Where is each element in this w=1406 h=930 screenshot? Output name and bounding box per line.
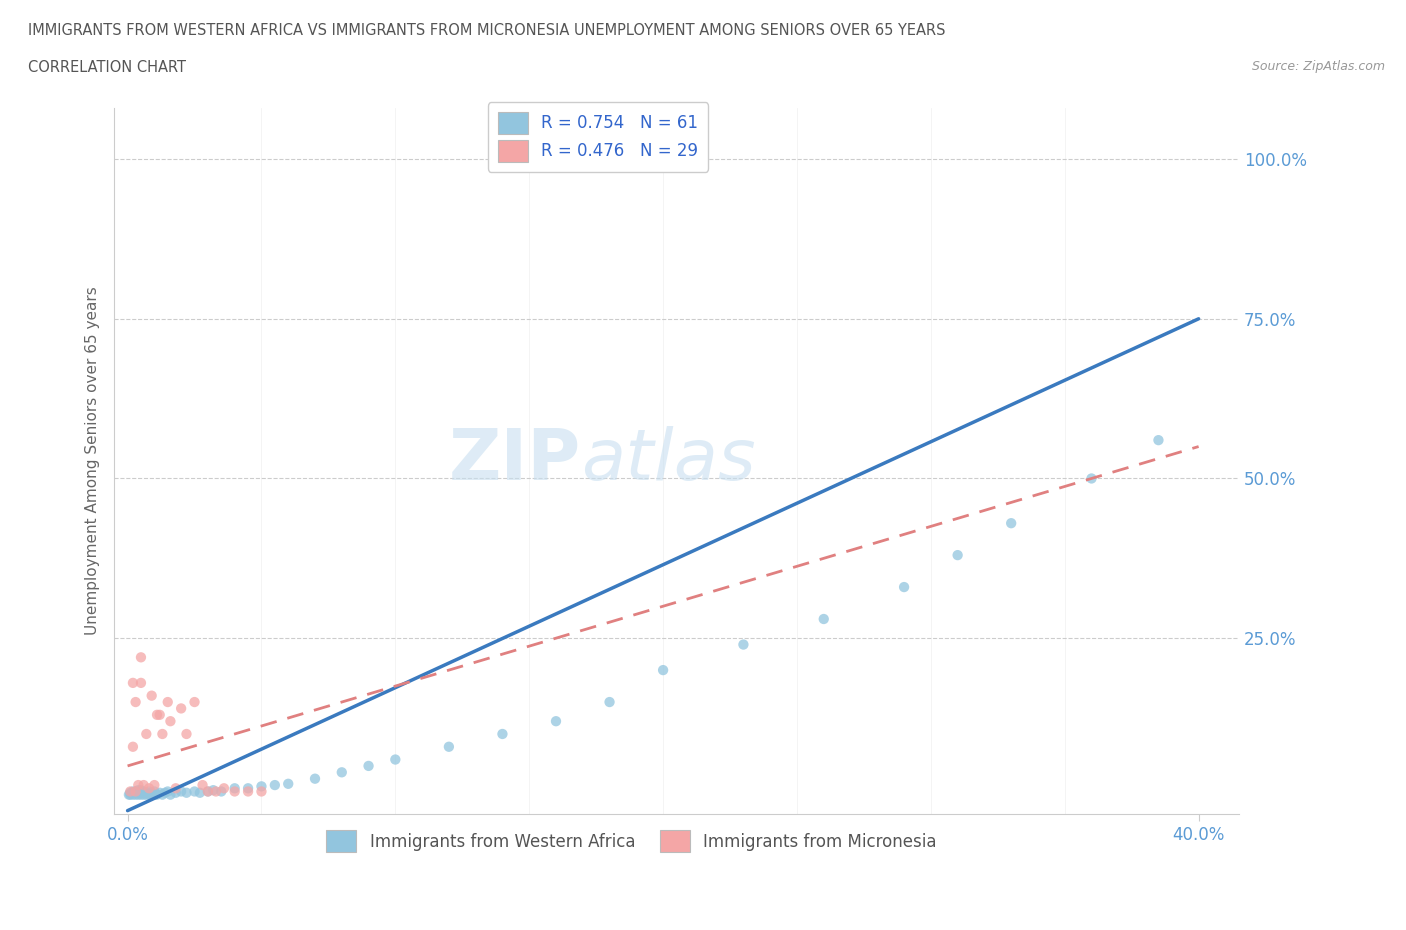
Point [132,784,155,799]
Point [141,787,163,802]
Point [197,784,219,799]
Point [191,777,214,792]
Point [263,777,285,792]
Point [129,675,152,690]
Point [946,548,969,563]
Point [124,695,146,710]
Point [143,777,166,792]
Point [150,726,173,741]
Point [138,784,160,799]
Point [202,783,225,798]
Point [236,781,259,796]
Point [165,781,187,796]
Point [141,785,163,800]
Point [304,771,326,786]
Point [197,784,219,799]
Point [124,785,146,800]
Point [212,781,235,796]
Point [138,787,160,802]
Point [122,784,145,799]
Point [135,726,157,741]
Point [135,785,157,800]
Point [118,787,141,802]
Point [330,764,353,779]
Y-axis label: Unemployment Among Seniors over 65 years: Unemployment Among Seniors over 65 years [86,286,100,635]
Point [893,579,915,594]
Point [813,612,835,627]
Point [224,784,246,799]
Point [129,785,152,800]
Point [159,787,181,802]
Point [205,784,228,799]
Point [250,784,273,799]
Point [1147,432,1170,447]
Point [146,708,169,723]
Point [132,777,155,792]
Point [127,787,149,802]
Point [156,784,179,799]
Point [150,787,173,802]
Point [138,781,160,796]
Point [165,785,187,800]
Point [277,777,299,791]
Point [146,787,169,802]
Point [143,787,166,802]
Point [357,759,380,774]
Text: Source: ZipAtlas.com: Source: ZipAtlas.com [1251,60,1385,73]
Point [124,784,146,799]
Point [129,787,152,802]
Point [1000,516,1022,531]
Point [143,784,166,799]
Point [159,713,181,728]
Point [437,739,460,754]
Point [124,787,146,802]
Point [141,688,163,703]
Point [176,726,198,741]
Point [124,784,146,799]
Text: ZIP: ZIP [449,427,581,496]
Point [127,777,149,792]
Point [120,784,142,799]
Point [384,752,406,767]
Point [149,708,172,723]
Point [544,713,567,728]
Point [188,785,211,800]
Text: CORRELATION CHART: CORRELATION CHART [28,60,186,75]
Point [491,726,513,741]
Point [122,675,145,690]
Point [127,785,149,800]
Point [120,787,142,802]
Point [183,784,205,799]
Point [1080,471,1102,485]
Point [236,784,259,799]
Point [652,663,675,678]
Point [127,783,149,798]
Point [122,785,145,800]
Text: IMMIGRANTS FROM WESTERN AFRICA VS IMMIGRANTS FROM MICRONESIA UNEMPLOYMENT AMONG : IMMIGRANTS FROM WESTERN AFRICA VS IMMIGR… [28,23,946,38]
Point [599,695,621,710]
Point [170,784,193,799]
Point [170,701,193,716]
Point [156,695,179,710]
Legend: Immigrants from Western Africa, Immigrants from Micronesia: Immigrants from Western Africa, Immigran… [319,824,943,858]
Point [129,783,152,798]
Point [250,779,273,794]
Point [149,785,172,800]
Point [153,785,176,800]
Point [120,785,142,800]
Point [135,787,157,802]
Point [122,739,145,754]
Point [132,787,155,802]
Point [122,787,145,802]
Point [176,785,198,800]
Text: atlas: atlas [581,427,755,496]
Point [183,695,205,710]
Point [733,637,755,652]
Point [209,784,232,799]
Point [224,781,246,796]
Point [129,650,152,665]
